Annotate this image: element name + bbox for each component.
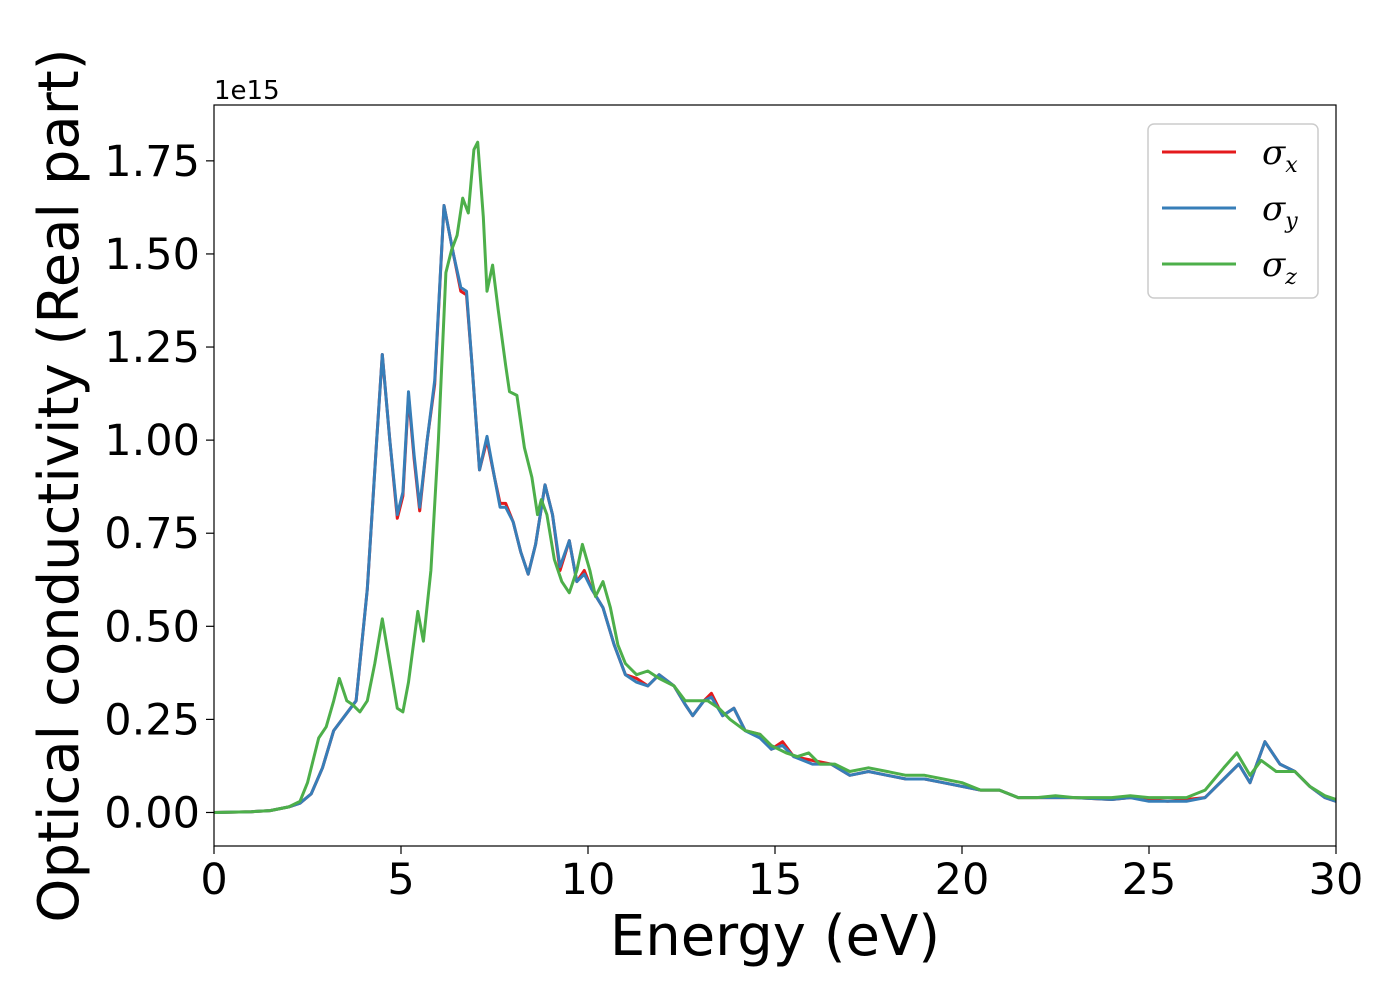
legend-box [1147, 123, 1319, 299]
plot-lines [214, 140, 1336, 814]
x-tick-label: 25 [1122, 855, 1177, 905]
y-axis-ticks: 0.00 0.25 0.50 0.75 1.00 1.25 1.50 1.75 [104, 137, 214, 838]
y-tick-label: 0.25 [104, 695, 200, 745]
x-tick-label: 15 [748, 855, 803, 905]
y-tick-label: 1.75 [104, 137, 200, 187]
y-tick-label: 1.00 [104, 416, 200, 466]
series-line-sigma-z [214, 140, 1336, 814]
x-tick-label: 20 [935, 855, 990, 905]
legend-label: σz [1262, 245, 1297, 290]
y-tick-label: 0.50 [104, 602, 200, 652]
y-tick-label: 0.00 [104, 788, 200, 838]
x-tick-label: 0 [200, 855, 227, 905]
x-tick-label: 30 [1309, 855, 1364, 905]
y-axis-label: Optical conductivity (Real part) [27, 48, 92, 922]
y-offset-text: 1e15 [214, 76, 280, 106]
x-axis-ticks: 0 5 10 15 20 25 30 [200, 846, 1363, 905]
legend-label: σx [1262, 133, 1298, 178]
legend: σx σy σz [1147, 123, 1319, 299]
x-tick-label: 10 [561, 855, 616, 905]
y-tick-label: 0.75 [104, 509, 200, 559]
x-axis-label: Energy (eV) [610, 904, 940, 969]
y-tick-label: 1.50 [104, 230, 200, 280]
legend-label: σy [1262, 189, 1298, 234]
x-tick-label: 5 [387, 855, 414, 905]
y-tick-label: 1.25 [104, 323, 200, 373]
